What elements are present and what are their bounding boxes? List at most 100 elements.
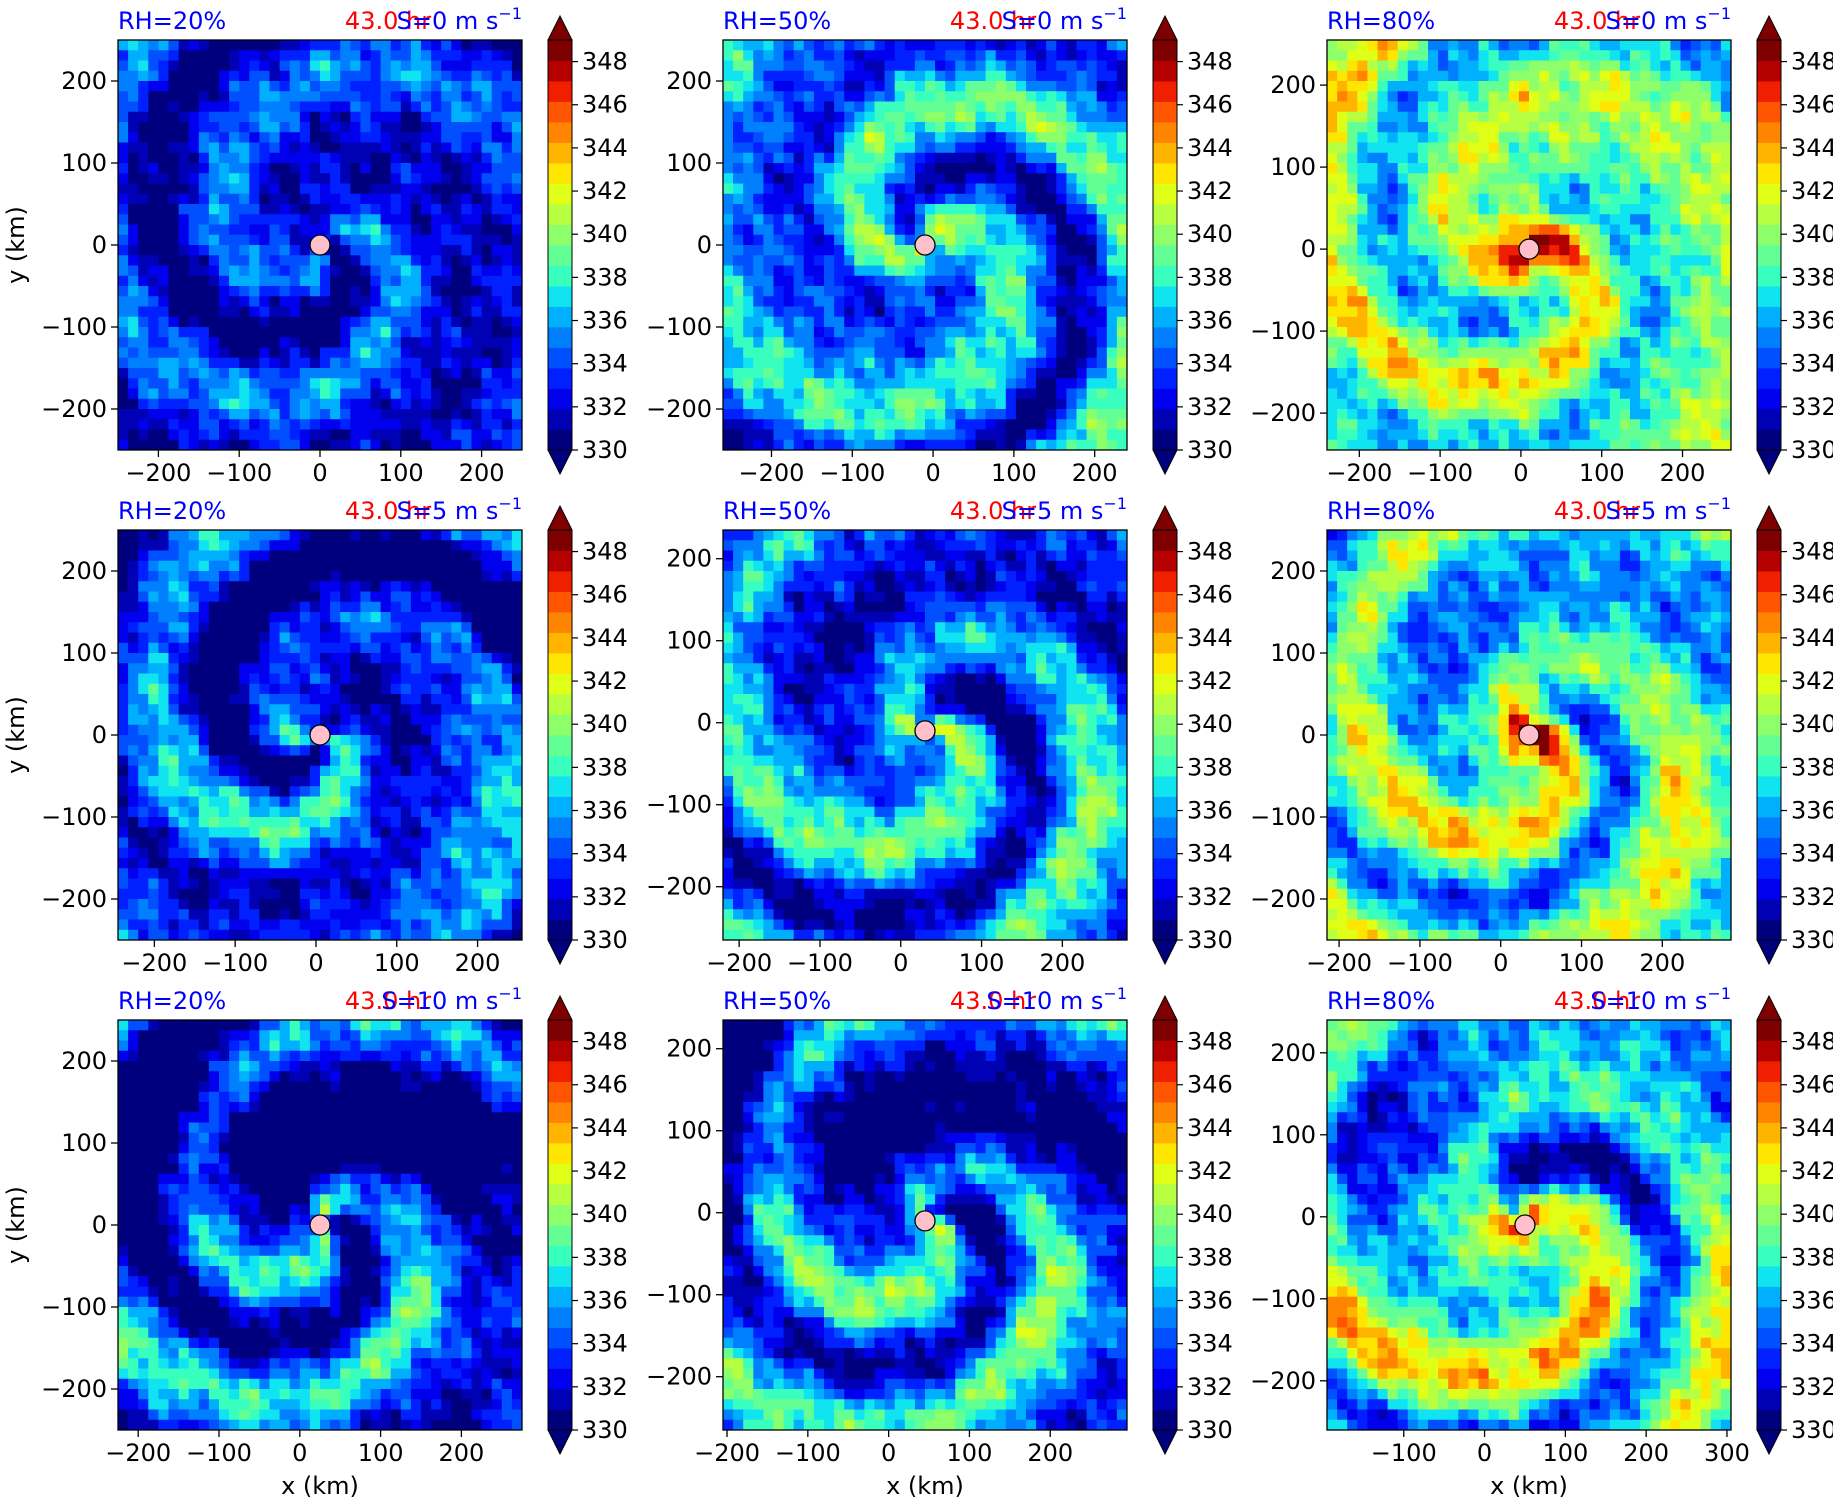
heatmap-cell: [864, 101, 876, 113]
heatmap-cell: [1478, 306, 1490, 318]
heatmap-cell: [1508, 81, 1520, 92]
heatmap-cell: [1046, 40, 1057, 51]
heatmap-cell: [1347, 275, 1358, 287]
heatmap-cell: [1710, 337, 1722, 349]
heatmap-cell: [793, 429, 805, 441]
heatmap-cell: [279, 296, 291, 308]
heatmap-cell: [481, 204, 493, 215]
heatmap-cell: [1005, 122, 1017, 133]
heatmap-cell: [491, 91, 503, 103]
heatmap-cell: [400, 234, 412, 246]
heatmap-cell: [421, 306, 432, 318]
heatmap-cell: [421, 91, 432, 103]
heatmap-cell: [914, 40, 926, 51]
heatmap-cell: [481, 357, 493, 369]
heatmap-cell: [1569, 91, 1581, 103]
heatmap-cell: [309, 224, 321, 236]
heatmap-cell: [340, 398, 351, 410]
heatmap-cell: [1337, 316, 1348, 328]
colorbar-segment: [1153, 101, 1177, 123]
heatmap-cell: [410, 296, 422, 308]
heatmap-cell: [380, 347, 392, 359]
heatmap-cell: [370, 70, 382, 82]
heatmap-cell: [1680, 378, 1692, 390]
heatmap-cell: [904, 419, 916, 431]
heatmap-cell: [1599, 152, 1611, 164]
heatmap-cell: [914, 60, 926, 72]
heatmap-cell: [935, 275, 946, 287]
heatmap-cell: [1116, 142, 1127, 154]
heatmap-cell: [844, 245, 855, 256]
heatmap-cell: [844, 409, 855, 420]
heatmap-cell: [219, 265, 230, 277]
heatmap-cell: [824, 234, 835, 246]
heatmap-cell: [118, 234, 129, 246]
heatmap-cell: [1357, 419, 1368, 431]
heatmap-cell: [188, 132, 200, 144]
heatmap-cell: [763, 265, 775, 277]
heatmap-cell: [431, 419, 442, 431]
heatmap-cell: [451, 132, 462, 144]
heatmap-cell: [1619, 306, 1631, 318]
heatmap-cell: [1387, 132, 1399, 144]
heatmap-cell: [198, 70, 210, 82]
heatmap-cell: [330, 234, 341, 246]
y-tick-label: 100: [61, 149, 107, 177]
heatmap-cell: [400, 101, 412, 113]
heatmap-cell: [733, 275, 744, 287]
heatmap-cell: [935, 60, 946, 72]
heatmap-cell: [985, 357, 997, 369]
heatmap-cell: [1539, 81, 1550, 92]
heatmap-cell: [320, 122, 331, 133]
heatmap-cell: [158, 193, 170, 205]
heatmap-cell: [1377, 378, 1389, 390]
heatmap-cell: [1056, 193, 1067, 205]
heatmap-cell: [985, 81, 997, 92]
heatmap-cell: [1488, 275, 1500, 287]
heatmap-cell: [350, 378, 361, 390]
heatmap-cell: [1478, 142, 1490, 154]
heatmap-cell: [188, 347, 200, 359]
heatmap-cell: [1428, 275, 1439, 287]
heatmap-cell: [309, 327, 321, 338]
heatmap-cell: [1066, 132, 1078, 144]
heatmap-cell: [985, 60, 997, 72]
heatmap-cell: [229, 204, 240, 215]
heatmap-cell: [985, 327, 997, 338]
heatmap-cell: [188, 214, 200, 226]
colorbar-segment: [1153, 204, 1177, 225]
heatmap-cell: [1589, 255, 1601, 267]
heatmap-cell: [1549, 357, 1560, 369]
heatmap-cell: [208, 306, 220, 318]
heatmap-cell: [1327, 173, 1338, 185]
heatmap-cell: [1387, 152, 1399, 164]
heatmap-cell: [813, 398, 825, 410]
heatmap-cell: [380, 234, 392, 246]
heatmap-cell: [1710, 429, 1722, 441]
heatmap-cell: [1086, 378, 1098, 390]
heatmap-cell: [773, 50, 785, 62]
heatmap-cell: [965, 101, 977, 113]
heatmap-cell: [1438, 40, 1449, 51]
heatmap-cell: [985, 101, 997, 113]
heatmap-cell: [763, 81, 775, 92]
heatmap-cell: [1650, 214, 1661, 226]
heatmap-cell: [370, 409, 382, 420]
heatmap-cell: [320, 388, 331, 400]
heatmap-cell: [1700, 337, 1712, 349]
heatmap-cell: [471, 286, 483, 297]
heatmap-cell: [1086, 224, 1098, 236]
heatmap-cell: [1599, 255, 1611, 267]
heatmap-cell: [793, 316, 805, 328]
heatmap-cell: [1650, 327, 1661, 338]
heatmap-cell: [1630, 40, 1641, 51]
heatmap-cell: [128, 419, 139, 431]
heatmap-cell: [481, 81, 493, 92]
heatmap-cell: [320, 224, 331, 236]
heatmap-cell: [299, 245, 311, 256]
heatmap-cell: [1086, 142, 1098, 154]
heatmap-cell: [1498, 122, 1510, 133]
heatmap-cell: [128, 173, 139, 185]
heatmap-cell: [1710, 183, 1722, 195]
heatmap-cell: [824, 306, 835, 318]
